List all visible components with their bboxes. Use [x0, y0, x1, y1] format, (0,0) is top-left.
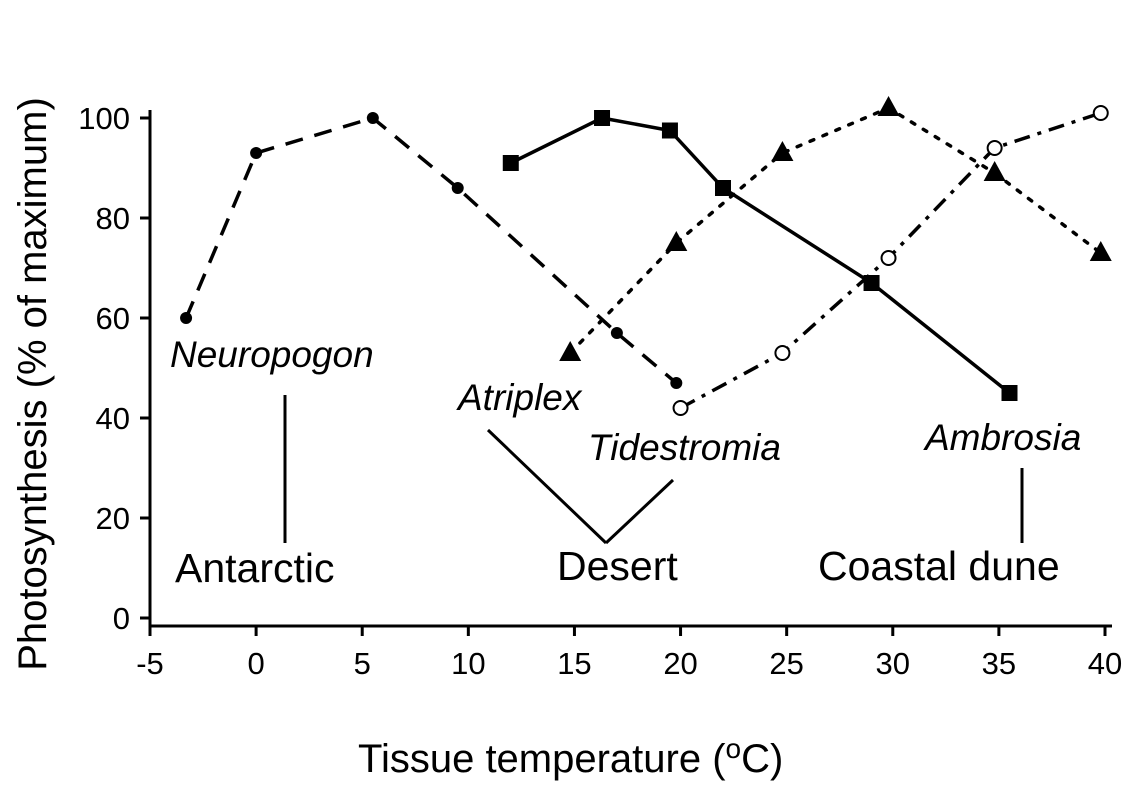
- data-point-ambrosia: [986, 140, 1003, 156]
- data-point-neuropogon: [670, 377, 683, 389]
- habitat-label-desert: Desert: [557, 543, 678, 589]
- x-tick-label: 15: [557, 646, 591, 681]
- species-label-ambrosia: Ambrosia: [923, 417, 1081, 458]
- y-tick-label: 80: [96, 201, 130, 236]
- series-atriplex: [502, 110, 1018, 401]
- series-tidestromia: [559, 96, 1112, 361]
- habitat-label-antarctic: Antarctic: [175, 545, 335, 591]
- axis-layer: [148, 110, 1112, 628]
- data-point-tidestromia: [1089, 241, 1112, 261]
- y-tick-label: 0: [113, 601, 130, 636]
- x-tick-label: 35: [982, 646, 1016, 681]
- data-point-atriplex: [594, 110, 611, 126]
- connector-tidestromia-desert: [604, 478, 675, 545]
- data-point-atriplex: [502, 155, 519, 171]
- series-ambrosia: [672, 105, 1109, 416]
- species-labels: Neuropogon Atriplex Tidestromia Ambrosia: [170, 334, 1081, 468]
- data-point-neuropogon: [451, 182, 464, 194]
- data-point-ambrosia: [1092, 105, 1109, 121]
- x-axis-title: Tissue temperature (oC): [358, 733, 783, 781]
- connector-atriplex-desert: [486, 428, 608, 545]
- data-point-ambrosia: [774, 345, 791, 361]
- y-tick-label: 60: [96, 301, 130, 336]
- data-point-atriplex: [715, 180, 731, 196]
- data-point-neuropogon: [366, 112, 379, 124]
- data-point-atriplex: [1001, 385, 1018, 401]
- habitat-label-coastal-dune: Coastal dune: [818, 543, 1060, 589]
- y-axis-title: Photosynthesis (% of maximum): [11, 97, 55, 671]
- species-label-tidestromia: Tidestromia: [588, 427, 781, 468]
- series-layer: [180, 96, 1112, 416]
- data-point-ambrosia: [672, 400, 689, 416]
- data-point-atriplex: [661, 122, 678, 139]
- series-line-neuropogon: [184, 116, 678, 385]
- x-tick-label: -5: [136, 646, 164, 681]
- x-tick-label: 10: [451, 646, 485, 681]
- series-line-atriplex: [510, 116, 1011, 395]
- data-point-tidestromia: [771, 141, 794, 161]
- data-point-neuropogon: [250, 147, 263, 159]
- data-point-tidestromia: [877, 96, 900, 116]
- data-point-tidestromia: [559, 341, 582, 361]
- series-line-tidestromia: [568, 106, 1103, 355]
- species-label-atriplex: Atriplex: [456, 377, 583, 418]
- species-label-neuropogon: Neuropogon: [170, 334, 374, 375]
- y-tick-label: 100: [78, 101, 130, 136]
- data-point-neuropogon: [610, 327, 623, 339]
- data-point-ambrosia: [880, 250, 897, 266]
- data-point-neuropogon: [180, 312, 193, 324]
- x-tick-label: 0: [247, 646, 264, 681]
- habitat-labels: Antarctic Desert Coastal dune: [175, 543, 1060, 591]
- y-tick-label: 40: [96, 401, 130, 436]
- y-tick-label: 20: [96, 501, 130, 536]
- x-tick-label: 40: [1088, 646, 1122, 681]
- x-tick-label: 5: [354, 646, 371, 681]
- data-point-tidestromia: [983, 161, 1006, 181]
- x-tick-label: 25: [769, 646, 803, 681]
- x-tick-label: 20: [663, 646, 697, 681]
- data-point-tidestromia: [665, 231, 688, 251]
- species-connector-lines: [283, 395, 1024, 545]
- series-neuropogon: [180, 112, 683, 389]
- x-tick-label: 30: [876, 646, 910, 681]
